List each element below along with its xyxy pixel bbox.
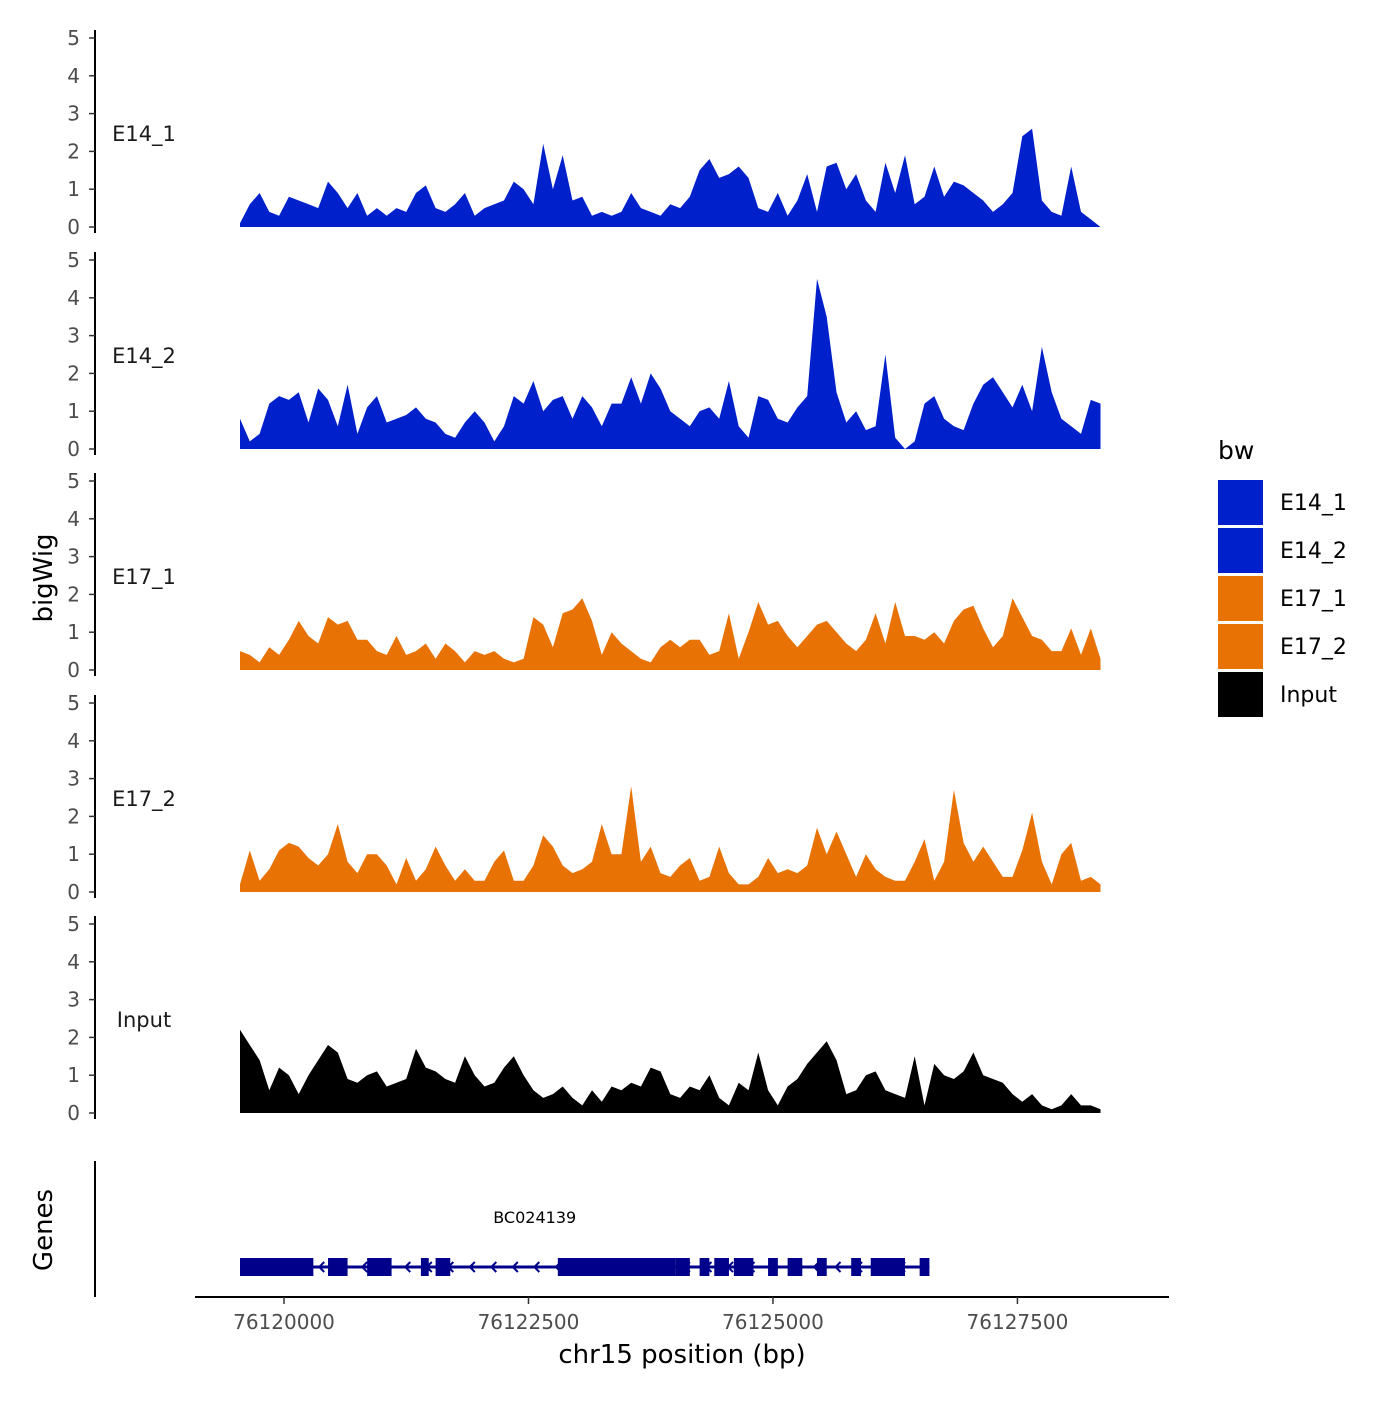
gene-exon [919, 1258, 930, 1276]
x-tick-label: 76127500 [967, 1310, 1069, 1334]
y-tick-label: 3 [67, 545, 80, 569]
y-tick-label: 1 [67, 1063, 80, 1087]
legend-label-Input: Input [1280, 683, 1337, 708]
legend-title: bw [1218, 436, 1254, 465]
legend-label-E17_1: E17_1 [1280, 587, 1347, 612]
strand-arrow [834, 1261, 842, 1273]
strand-arrow [317, 1261, 325, 1273]
y-tick-label: 5 [67, 248, 80, 272]
x-axis: 76120000 76122500 76125000 76127500 [195, 1296, 1169, 1334]
gene-name-label: BC024139 [493, 1208, 576, 1227]
x-axis-title: chr15 position (bp) [558, 1340, 805, 1370]
gene-exon [420, 1258, 429, 1276]
x-tick-label: 76120000 [233, 1310, 335, 1334]
legend-swatch-E17_1 [1218, 576, 1263, 621]
track-label: E14_2 [112, 344, 176, 369]
strand-arrow [468, 1261, 476, 1273]
y-tick-label: 0 [67, 215, 80, 239]
gene-exon [557, 1258, 676, 1276]
legend-label-E14_2: E14_2 [1280, 539, 1347, 564]
y-tick-label: 1 [67, 177, 80, 201]
strand-arrow [511, 1261, 519, 1273]
gene-exon [816, 1258, 827, 1276]
track-E14_1: 0 1 2 3 4 5 E14_1 [67, 26, 1101, 239]
y-tick-label: 0 [67, 658, 80, 682]
y-tick-label: 2 [67, 804, 80, 828]
track-label: E17_1 [112, 565, 176, 590]
track-Input: 0 1 2 3 4 5 Input [67, 912, 1101, 1125]
legend-label-E17_2: E17_2 [1280, 635, 1347, 660]
gene-exon [870, 1258, 905, 1276]
strand-arrow [489, 1261, 498, 1273]
y-tick-label: 1 [67, 620, 80, 644]
y-tick-label: 5 [67, 691, 80, 715]
y-tick-label: 4 [67, 507, 80, 531]
y-tick-label: 2 [67, 139, 80, 163]
y-tick-label: 4 [67, 286, 80, 310]
track-E17_2: 0 1 2 3 4 5 E17_2 [67, 691, 1101, 904]
gene-exon [787, 1258, 803, 1276]
coverage-area-E14_1 [240, 128, 1101, 227]
gene-panel: BC024139 [94, 1161, 930, 1297]
strand-arrow [532, 1261, 541, 1273]
y-tick-label: 0 [67, 437, 80, 461]
strand-arrow [403, 1261, 411, 1273]
coverage-tracks: 0 1 2 3 4 5 E14_1 0 1 2 3 4 5 E14_2 0 1 2 3 4 5 E17_1 0 1 2 3 4 5 E… [67, 26, 1101, 1125]
gene-exon [851, 1258, 861, 1276]
coverage-area-E17_1 [240, 598, 1101, 670]
track-E14_2: 0 1 2 3 4 5 E14_2 [67, 248, 1101, 461]
gene-exon [435, 1258, 451, 1276]
legend: bw E14_1 E14_2 E17_1 E17_2 Input [1218, 436, 1347, 717]
genes-axis-title: Genes [29, 1189, 59, 1271]
legend-swatch-Input [1218, 672, 1263, 717]
gene-exon [733, 1258, 754, 1276]
y-tick-label: 5 [67, 912, 80, 936]
y-axis-title: bigWig [29, 533, 59, 622]
y-tick-label: 5 [67, 469, 80, 493]
y-tick-label: 4 [67, 64, 80, 88]
y-tick-label: 0 [67, 1101, 80, 1125]
coverage-area-E17_2 [240, 786, 1101, 892]
y-tick-label: 2 [67, 361, 80, 385]
y-tick-label: 3 [67, 988, 80, 1012]
y-tick-label: 5 [67, 26, 80, 50]
y-tick-label: 3 [67, 767, 80, 791]
legend-swatch-E17_2 [1218, 624, 1263, 669]
y-tick-label: 1 [67, 399, 80, 423]
gene-exon [328, 1258, 348, 1276]
x-tick-label: 76125000 [722, 1310, 824, 1334]
gene-exon [675, 1258, 690, 1276]
y-tick-label: 3 [67, 324, 80, 348]
legend-swatch-E14_2 [1218, 528, 1263, 573]
gene-exon [714, 1258, 729, 1276]
y-tick-label: 4 [67, 950, 80, 974]
legend-label-E14_1: E14_1 [1280, 491, 1347, 516]
strand-arrow [360, 1261, 368, 1273]
gene-exon [699, 1258, 710, 1276]
legend-swatch-E14_1 [1218, 480, 1263, 525]
coverage-area-Input [240, 1029, 1101, 1113]
gene-BC024139: BC024139 [240, 1208, 930, 1276]
gene-exon [768, 1258, 778, 1276]
gene-exon [367, 1258, 392, 1276]
track-label: E14_1 [112, 122, 176, 147]
y-tick-label: 4 [67, 729, 80, 753]
y-tick-label: 0 [67, 880, 80, 904]
y-tick-label: 2 [67, 582, 80, 606]
y-tick-label: 1 [67, 842, 80, 866]
y-tick-label: 3 [67, 102, 80, 126]
coverage-area-E14_2 [240, 278, 1101, 449]
y-tick-label: 2 [67, 1025, 80, 1049]
gene-exon [240, 1258, 314, 1276]
x-tick-label: 76122500 [478, 1310, 580, 1334]
track-E17_1: 0 1 2 3 4 5 E17_1 [67, 469, 1101, 682]
track-label: Input [117, 1008, 171, 1032]
track-label: E17_2 [112, 787, 176, 812]
